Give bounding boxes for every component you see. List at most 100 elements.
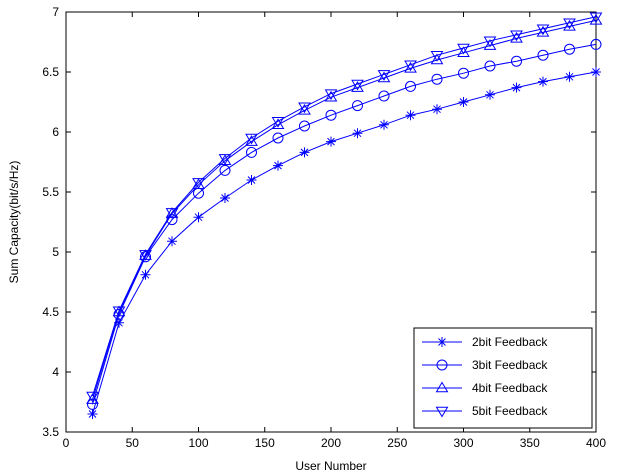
data-point-star — [432, 104, 442, 115]
y-tick-label: 4.5 — [42, 305, 59, 319]
data-point-triangle-up — [430, 53, 444, 65]
data-point-triangle-down — [139, 250, 152, 261]
legend-entry: 3bit Feedback — [422, 358, 548, 372]
data-point-circle — [590, 38, 602, 50]
data-point-circle — [272, 132, 284, 144]
x-tick-label: 350 — [520, 436, 540, 450]
data-point-triangle-down — [563, 18, 576, 30]
data-point-triangle-up — [510, 31, 523, 43]
data-point-triangle-down — [165, 208, 179, 219]
data-point-triangle-down — [298, 102, 311, 114]
series-line — [92, 16, 597, 397]
y-tick-label: 4 — [52, 365, 59, 379]
data-point-triangle-up — [377, 71, 391, 83]
data-point-star — [299, 147, 310, 158]
y-tick-label: 7 — [52, 5, 59, 19]
data-point-triangle-down — [589, 12, 603, 24]
legend-entry: 2bit Feedback — [422, 335, 548, 349]
data-point-star — [538, 76, 548, 87]
series-5bit — [86, 12, 603, 403]
data-point-star — [220, 193, 230, 203]
x-axis-label: User Number — [295, 459, 366, 473]
y-axis-label: Sum Capacity(bit/s/Hz) — [7, 161, 21, 284]
data-point-triangle-down — [483, 36, 497, 48]
series-line — [92, 71, 597, 415]
series-2bit — [87, 67, 601, 419]
data-point-star — [437, 337, 447, 347]
data-point-triangle-down — [192, 178, 205, 189]
data-point-circle — [352, 100, 363, 112]
series-layer — [86, 12, 603, 419]
data-point-star — [485, 89, 495, 100]
legend: 2bit Feedback 3bit Feedback 4bit Feedback 5… — [413, 327, 593, 429]
data-point-circle — [140, 251, 151, 263]
data-point-star — [167, 236, 177, 247]
y-tick-label: 5.5 — [42, 185, 59, 199]
x-tick-label: 150 — [255, 436, 275, 450]
legend-label: 2bit Feedback — [472, 335, 548, 349]
data-point-triangle-down — [351, 79, 364, 91]
data-point-circle — [246, 146, 257, 158]
data-point-triangle-down — [245, 133, 258, 145]
x-tick-label: 250 — [387, 436, 407, 450]
data-point-circle — [537, 49, 549, 61]
data-point-circle — [436, 359, 448, 371]
data-point-circle — [405, 80, 416, 92]
data-point-star — [273, 160, 283, 171]
data-point-triangle-down — [510, 30, 523, 42]
data-point-triangle-down — [536, 24, 550, 36]
data-point-triangle-up — [589, 13, 603, 25]
y-tick-label: 6.5 — [42, 65, 59, 79]
data-point-star — [140, 269, 151, 280]
x-tick-label: 0 — [63, 436, 70, 450]
legend-entry: 5bit Feedback — [422, 404, 548, 418]
data-point-star — [87, 409, 98, 419]
y-axis-ticks: 3.5 4 4.5 5 5.5 6 6.5 7 — [42, 5, 596, 439]
data-point-triangle-up — [351, 81, 364, 92]
y-tick-label: 3.5 — [42, 425, 59, 439]
data-point-triangle-down — [435, 406, 449, 418]
legend-entry: 4bit Feedback — [422, 381, 548, 395]
data-point-triangle-up — [457, 46, 470, 58]
x-tick-label: 400 — [586, 436, 606, 450]
data-point-triangle-down — [324, 89, 338, 101]
data-point-triangle-up — [271, 118, 285, 130]
data-point-star — [379, 119, 389, 130]
y-tick-label: 5 — [52, 245, 59, 259]
x-tick-label: 50 — [126, 436, 140, 450]
x-tick-label: 100 — [188, 436, 208, 450]
data-point-star — [511, 82, 522, 93]
data-point-circle — [219, 164, 231, 176]
data-point-circle — [299, 120, 310, 132]
data-point-triangle-up — [435, 381, 449, 393]
data-point-triangle-up — [324, 90, 338, 102]
data-point-triangle-up — [563, 19, 576, 31]
data-point-triangle-up — [298, 103, 311, 115]
x-tick-label: 200 — [321, 436, 341, 450]
data-point-circle — [431, 73, 443, 85]
data-point-circle — [325, 109, 337, 121]
data-point-circle — [484, 60, 496, 72]
data-point-star — [114, 317, 124, 328]
data-point-circle — [511, 55, 522, 67]
legend-label: 4bit Feedback — [472, 381, 548, 395]
data-point-triangle-up — [483, 39, 497, 50]
data-point-triangle-up — [86, 393, 99, 404]
data-point-triangle-down — [430, 50, 444, 62]
data-point-triangle-down — [112, 306, 126, 318]
legend-label: 5bit Feedback — [472, 404, 548, 418]
x-axis-ticks: 0 50 100 150 200 250 300 350 400 — [63, 12, 606, 450]
data-point-star — [326, 136, 336, 147]
data-point-circle — [378, 90, 390, 102]
data-point-triangle-down — [271, 116, 285, 128]
x-tick-label: 300 — [453, 436, 473, 450]
data-point-triangle-down — [404, 60, 417, 72]
y-tick-label: 6 — [52, 125, 59, 139]
data-point-triangle-down — [218, 154, 232, 165]
data-point-star — [564, 71, 575, 82]
data-point-star — [246, 175, 257, 185]
data-point-triangle-down — [377, 70, 391, 81]
data-point-star — [405, 110, 416, 121]
data-point-star — [458, 97, 469, 107]
